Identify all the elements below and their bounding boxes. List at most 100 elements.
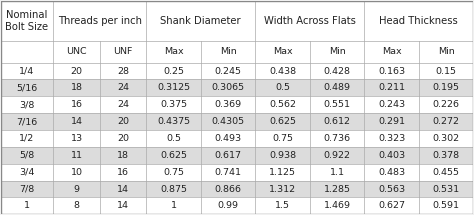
Text: 0.531: 0.531 — [432, 184, 460, 194]
Bar — [146, 181, 201, 197]
Bar — [0, 1, 54, 41]
Text: 1.312: 1.312 — [269, 184, 296, 194]
Text: 1.5: 1.5 — [275, 201, 290, 210]
Bar — [146, 1, 255, 41]
Text: 18: 18 — [117, 151, 129, 160]
Text: 0.493: 0.493 — [214, 134, 242, 143]
Bar — [419, 130, 474, 147]
Text: 0.291: 0.291 — [378, 117, 405, 126]
Text: 0.617: 0.617 — [215, 151, 242, 160]
Text: 0.922: 0.922 — [324, 151, 351, 160]
Bar — [146, 130, 201, 147]
Text: 0.5: 0.5 — [166, 134, 181, 143]
Bar — [146, 80, 201, 96]
Bar — [255, 96, 310, 113]
Bar — [100, 96, 146, 113]
Bar — [419, 41, 474, 63]
Text: 0.563: 0.563 — [378, 184, 405, 194]
Bar — [54, 1, 146, 41]
Text: 14: 14 — [117, 184, 129, 194]
Text: 1/2: 1/2 — [19, 134, 35, 143]
Bar — [365, 113, 419, 130]
Bar — [100, 181, 146, 197]
Text: 0.938: 0.938 — [269, 151, 296, 160]
Bar — [54, 197, 100, 214]
Text: 0.591: 0.591 — [433, 201, 460, 210]
Text: 0.245: 0.245 — [215, 67, 242, 75]
Bar — [255, 80, 310, 96]
Text: 0.15: 0.15 — [436, 67, 456, 75]
Text: 5/16: 5/16 — [17, 83, 37, 92]
Text: 0.403: 0.403 — [378, 151, 405, 160]
Text: Shank Diameter: Shank Diameter — [161, 16, 241, 26]
Bar — [54, 113, 100, 130]
Text: 0.302: 0.302 — [432, 134, 460, 143]
Bar — [146, 164, 201, 181]
Bar — [419, 80, 474, 96]
Text: 0.455: 0.455 — [433, 168, 460, 177]
Bar — [310, 130, 365, 147]
Bar — [310, 147, 365, 164]
Text: 0.562: 0.562 — [269, 100, 296, 109]
Text: 11: 11 — [71, 151, 82, 160]
Text: 0.866: 0.866 — [215, 184, 242, 194]
Bar — [0, 147, 54, 164]
Bar — [201, 181, 255, 197]
Bar — [310, 164, 365, 181]
Bar — [146, 63, 201, 80]
Bar — [419, 181, 474, 197]
Bar — [201, 113, 255, 130]
Bar — [54, 164, 100, 181]
Bar — [0, 113, 54, 130]
Bar — [365, 130, 419, 147]
Bar — [419, 96, 474, 113]
Text: 14: 14 — [71, 117, 82, 126]
Bar — [419, 113, 474, 130]
Bar — [100, 164, 146, 181]
Bar — [365, 96, 419, 113]
Bar — [365, 181, 419, 197]
Text: 1.125: 1.125 — [269, 168, 296, 177]
Text: 24: 24 — [117, 83, 129, 92]
Bar — [255, 63, 310, 80]
Text: UNF: UNF — [113, 48, 133, 57]
Bar — [310, 96, 365, 113]
Text: 1/4: 1/4 — [19, 67, 35, 75]
Bar — [255, 1, 365, 41]
Text: 0.551: 0.551 — [324, 100, 351, 109]
Bar — [146, 113, 201, 130]
Bar — [146, 147, 201, 164]
Bar — [365, 164, 419, 181]
Text: 13: 13 — [71, 134, 82, 143]
Bar — [0, 130, 54, 147]
Text: Max: Max — [273, 48, 292, 57]
Text: 0.323: 0.323 — [378, 134, 405, 143]
Bar — [310, 113, 365, 130]
Text: 0.211: 0.211 — [378, 83, 405, 92]
Bar — [100, 41, 146, 63]
Bar — [0, 96, 54, 113]
Bar — [255, 197, 310, 214]
Text: 0.195: 0.195 — [433, 83, 460, 92]
Bar — [146, 96, 201, 113]
Bar — [201, 130, 255, 147]
Bar — [201, 147, 255, 164]
Text: 0.369: 0.369 — [214, 100, 242, 109]
Bar — [100, 80, 146, 96]
Text: Nominal
Bolt Size: Nominal Bolt Size — [6, 10, 48, 32]
Text: 0.736: 0.736 — [323, 134, 351, 143]
Text: 28: 28 — [117, 67, 129, 75]
Text: Width Across Flats: Width Across Flats — [264, 16, 356, 26]
Text: 16: 16 — [71, 100, 82, 109]
Text: 0.25: 0.25 — [163, 67, 184, 75]
Text: 0.489: 0.489 — [324, 83, 351, 92]
Bar — [100, 197, 146, 214]
Text: 0.4305: 0.4305 — [211, 117, 245, 126]
Text: 0.4375: 0.4375 — [157, 117, 190, 126]
Text: 0.428: 0.428 — [324, 67, 351, 75]
Text: 0.243: 0.243 — [378, 100, 405, 109]
Text: 7/8: 7/8 — [19, 184, 35, 194]
Text: 0.163: 0.163 — [378, 67, 405, 75]
Bar — [54, 63, 100, 80]
Bar — [255, 147, 310, 164]
